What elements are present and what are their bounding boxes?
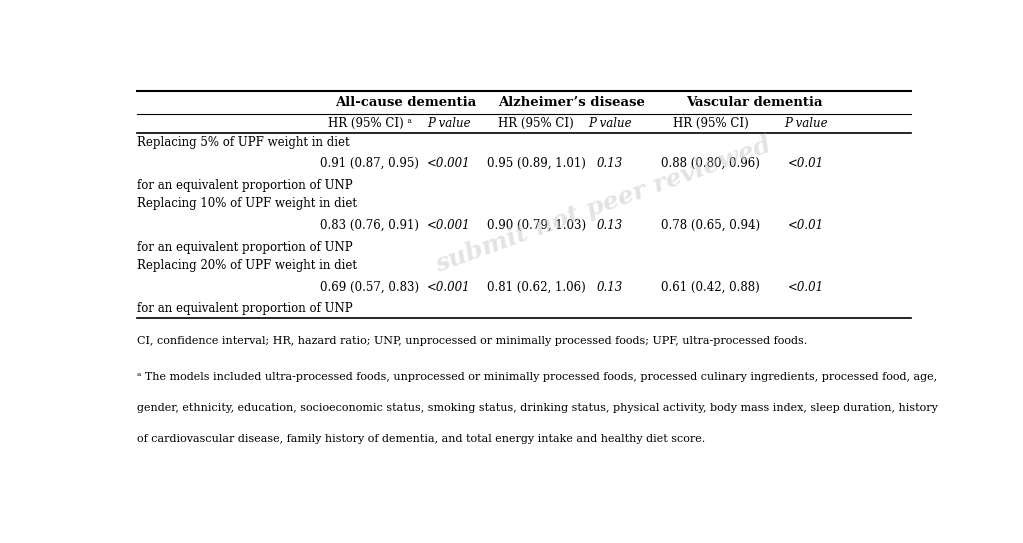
Text: 0.78 (0.65, 0.94): 0.78 (0.65, 0.94) — [661, 219, 760, 232]
Text: P value: P value — [428, 117, 471, 130]
Text: HR (95% CI): HR (95% CI) — [673, 117, 749, 130]
Text: HR (95% CI): HR (95% CI) — [498, 117, 574, 130]
Text: <0.001: <0.001 — [428, 219, 471, 232]
Text: 0.13: 0.13 — [596, 157, 623, 171]
Text: ᵃ The models included ultra-processed foods, unprocessed or minimally processed : ᵃ The models included ultra-processed fo… — [137, 371, 937, 382]
Text: Replacing 20% of UPF weight in diet: Replacing 20% of UPF weight in diet — [137, 259, 357, 272]
Text: Alzheimer’s disease: Alzheimer’s disease — [498, 96, 646, 109]
Text: CI, confidence interval; HR, hazard ratio; UNP, unprocessed or minimally process: CI, confidence interval; HR, hazard rati… — [137, 336, 807, 346]
Text: 0.95 (0.89, 1.01): 0.95 (0.89, 1.01) — [487, 157, 585, 171]
Text: 0.13: 0.13 — [596, 219, 623, 232]
Text: 0.91 (0.87, 0.95): 0.91 (0.87, 0.95) — [320, 157, 419, 171]
Text: 0.61 (0.42, 0.88): 0.61 (0.42, 0.88) — [661, 281, 760, 294]
Text: gender, ethnicity, education, socioeconomic status, smoking status, drinking sta: gender, ethnicity, education, socioecono… — [137, 403, 938, 413]
Text: All-cause dementia: All-cause dementia — [335, 96, 476, 109]
Text: of cardiovascular disease, family history of dementia, and total energy intake a: of cardiovascular disease, family histor… — [137, 434, 706, 444]
Text: <0.001: <0.001 — [428, 281, 471, 294]
Text: Replacing 10% of UPF weight in diet: Replacing 10% of UPF weight in diet — [137, 198, 357, 210]
Text: 0.13: 0.13 — [596, 281, 623, 294]
Text: P value: P value — [588, 117, 632, 130]
Text: for an equivalent proportion of UNP: for an equivalent proportion of UNP — [137, 241, 353, 254]
Text: for an equivalent proportion of UNP: for an equivalent proportion of UNP — [137, 302, 353, 315]
Text: HR (95% CI) ᵃ: HR (95% CI) ᵃ — [327, 117, 411, 130]
Text: <0.01: <0.01 — [788, 281, 824, 294]
Text: 0.88 (0.80, 0.96): 0.88 (0.80, 0.96) — [661, 157, 760, 171]
Text: <0.001: <0.001 — [428, 157, 471, 171]
Text: 0.69 (0.57, 0.83): 0.69 (0.57, 0.83) — [320, 281, 419, 294]
Text: Vascular dementia: Vascular dementia — [686, 96, 822, 109]
Text: 0.83 (0.76, 0.91): 0.83 (0.76, 0.91) — [320, 219, 419, 232]
Text: submit not peer reviewed: submit not peer reviewed — [433, 132, 774, 277]
Text: <0.01: <0.01 — [788, 157, 824, 171]
Text: Replacing 5% of UPF weight in diet: Replacing 5% of UPF weight in diet — [137, 136, 350, 149]
Text: 0.90 (0.79, 1.03): 0.90 (0.79, 1.03) — [487, 219, 586, 232]
Text: P value: P value — [784, 117, 828, 130]
Text: for an equivalent proportion of UNP: for an equivalent proportion of UNP — [137, 179, 353, 192]
Text: <0.01: <0.01 — [788, 219, 824, 232]
Text: 0.81 (0.62, 1.06): 0.81 (0.62, 1.06) — [487, 281, 585, 294]
